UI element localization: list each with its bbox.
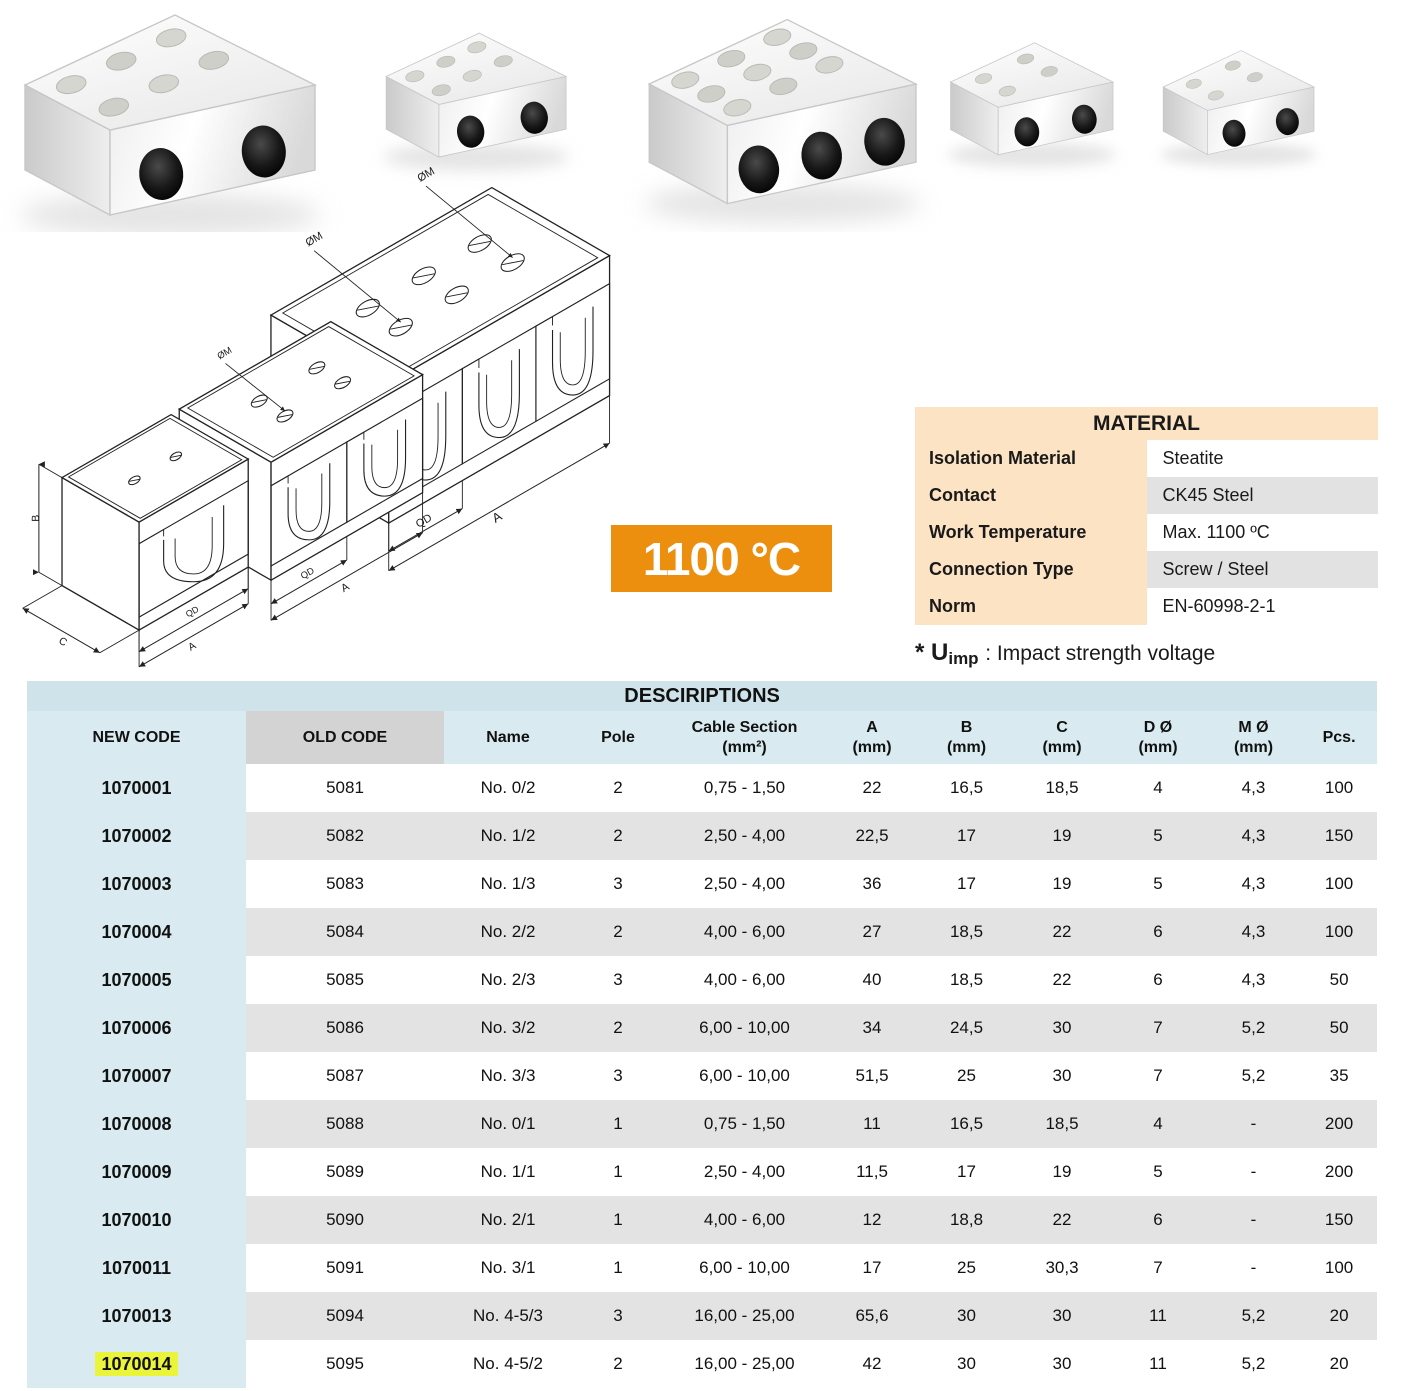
svg-text:QD: QD	[184, 604, 201, 619]
svg-text:A: A	[489, 508, 504, 525]
svg-text:ØM: ØM	[415, 165, 436, 184]
svg-text:ØM: ØM	[304, 230, 325, 249]
svg-text:B: B	[30, 515, 42, 522]
svg-text:C: C	[56, 635, 69, 649]
svg-text:A: A	[339, 581, 352, 595]
svg-text:ØM: ØM	[215, 345, 233, 361]
svg-text:QD: QD	[414, 512, 434, 531]
svg-text:A: A	[186, 640, 198, 654]
